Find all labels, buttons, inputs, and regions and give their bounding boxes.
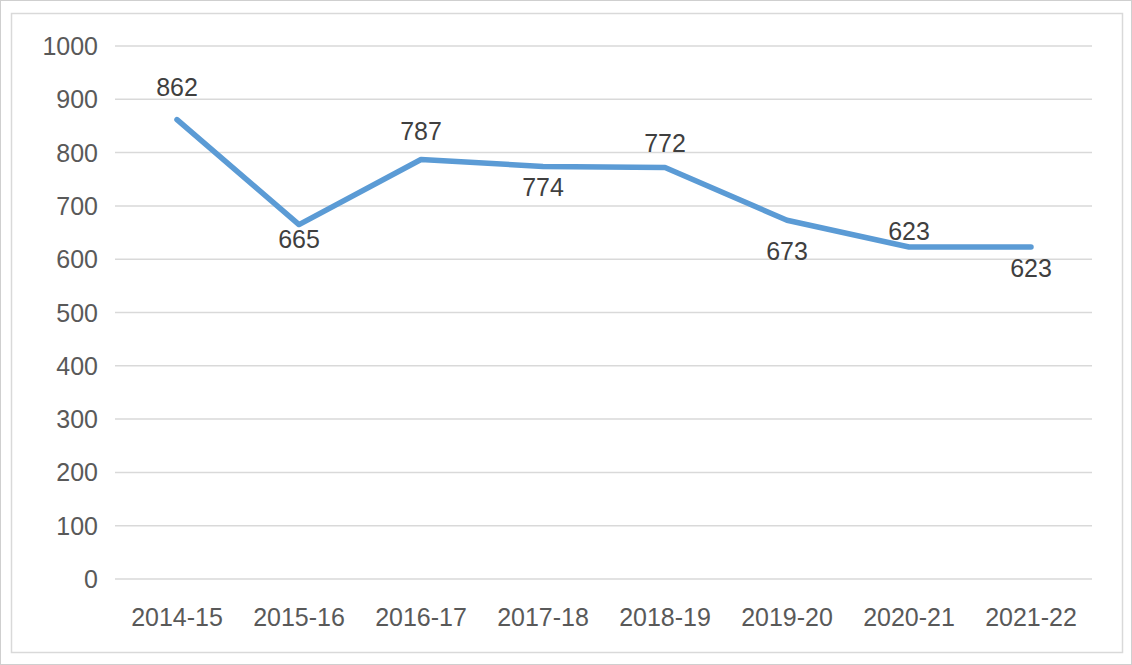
data-point-label: 862 bbox=[156, 73, 198, 101]
x-axis-label: 2017-18 bbox=[497, 603, 589, 631]
y-tick-label: 900 bbox=[56, 85, 98, 113]
data-point-label: 623 bbox=[1010, 254, 1052, 282]
line-chart: 0 100 200 300 400 500 600 700 800 900 1000 2014-15 2… bbox=[1, 1, 1132, 665]
y-tick-label: 500 bbox=[56, 299, 98, 327]
data-point-label: 665 bbox=[278, 225, 320, 253]
y-tick-label: 1000 bbox=[42, 32, 98, 60]
y-tick-label: 0 bbox=[84, 565, 98, 593]
chart-area: 0 100 200 300 400 500 600 700 800 900 1000 2014-15 2… bbox=[0, 0, 1132, 665]
x-axis-label: 2018-19 bbox=[619, 603, 711, 631]
data-point-label: 772 bbox=[644, 129, 686, 157]
data-point-label: 623 bbox=[888, 217, 930, 245]
data-point-label: 673 bbox=[766, 237, 808, 265]
x-axis-label: 2016-17 bbox=[375, 603, 467, 631]
x-axis-label: 2021-22 bbox=[985, 603, 1077, 631]
data-point-label: 787 bbox=[400, 117, 442, 145]
x-axis-label: 2014-15 bbox=[131, 603, 223, 631]
y-tick-label: 700 bbox=[56, 192, 98, 220]
chart-border bbox=[12, 14, 1123, 653]
data-point-label: 774 bbox=[522, 173, 564, 201]
x-axis-label: 2020-21 bbox=[863, 603, 955, 631]
y-tick-label: 400 bbox=[56, 352, 98, 380]
x-axis-label: 2015-16 bbox=[253, 603, 345, 631]
y-tick-label: 100 bbox=[56, 512, 98, 540]
y-tick-label: 800 bbox=[56, 139, 98, 167]
x-axis-label: 2019-20 bbox=[741, 603, 833, 631]
y-tick-label: 200 bbox=[56, 458, 98, 486]
y-tick-label: 300 bbox=[56, 405, 98, 433]
y-tick-label: 600 bbox=[56, 245, 98, 273]
